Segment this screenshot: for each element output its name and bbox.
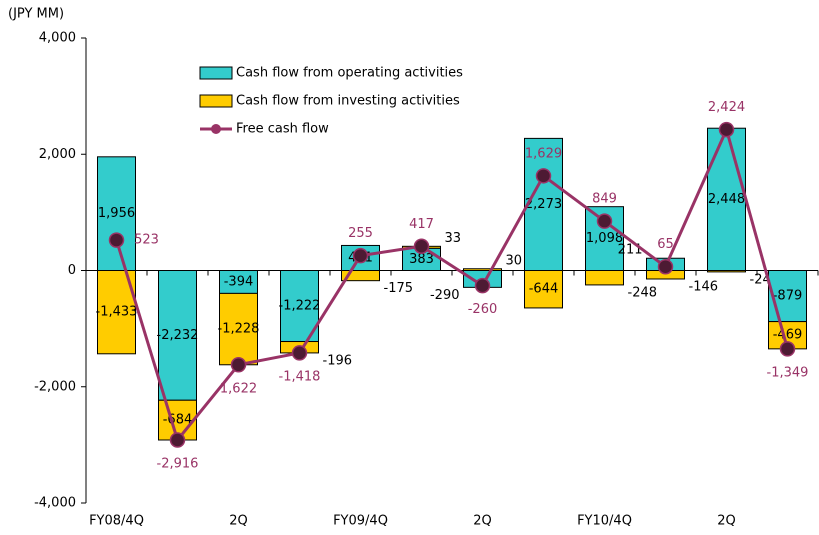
line-marker <box>352 247 369 264</box>
line-value-label: -1,349 <box>767 365 809 380</box>
line-value-label: -260 <box>468 302 498 317</box>
legend-marker <box>211 124 221 134</box>
line-marker <box>718 121 735 138</box>
y-tick-label: -2,000 <box>34 379 76 394</box>
bar-value-label: -24 <box>750 272 771 287</box>
bar-value-label: 383 <box>409 252 434 267</box>
bar-value-label: 2,273 <box>525 197 562 212</box>
line-value-label: 849 <box>592 192 617 207</box>
y-tick-label: 0 <box>68 263 76 278</box>
bar <box>585 270 624 286</box>
y-tick-label: 2,000 <box>39 147 76 162</box>
line-value-label: 1,622 <box>220 381 257 396</box>
line-value-label: 1,629 <box>525 146 562 161</box>
legend-label: Cash flow from investing activities <box>236 94 460 109</box>
legend-swatch <box>199 66 233 80</box>
legend-label: Cash flow from operating activities <box>236 66 463 81</box>
x-tick-label: FY09/4Q <box>333 514 388 529</box>
bar-value-label: 1,956 <box>98 206 135 221</box>
bar <box>768 270 807 323</box>
bar-value-label: -290 <box>430 288 460 303</box>
bar-value-label: -248 <box>628 285 658 300</box>
bar <box>280 270 319 343</box>
bar <box>524 137 563 271</box>
x-tick-label: 2Q <box>229 514 248 529</box>
bar <box>524 270 563 309</box>
line-marker <box>230 357 247 373</box>
bar <box>158 270 197 401</box>
bar-value-label: -2,232 <box>157 328 199 343</box>
bar <box>463 268 502 272</box>
line-marker <box>535 168 552 184</box>
line-value-label: 523 <box>134 233 159 248</box>
line-marker <box>657 258 674 275</box>
legend-swatch <box>199 94 233 108</box>
x-tick-label: 2Q <box>717 514 736 529</box>
line-value-label: -1,418 <box>279 369 321 384</box>
line-value-label: 255 <box>348 226 373 241</box>
line-value-label: 2,424 <box>708 100 745 115</box>
bar <box>219 292 258 366</box>
bar-value-label: 30 <box>506 253 523 268</box>
x-tick-label: FY10/4Q <box>577 514 632 529</box>
y-axis-label: (JPY MM) <box>8 7 64 22</box>
x-tick-label: FY08/4Q <box>89 514 144 529</box>
bar-value-label: 2,448 <box>708 192 745 207</box>
bar-value-label: -1,222 <box>279 299 321 314</box>
bar-value-label: -394 <box>224 274 254 289</box>
bar-value-label: -196 <box>323 353 353 368</box>
bar-value-label: -644 <box>529 282 559 297</box>
bar-value-label: -469 <box>773 328 803 343</box>
bar-value-label: -1,228 <box>218 322 260 337</box>
bar-value-label: -879 <box>773 289 803 304</box>
bar <box>585 206 624 272</box>
legend-label: Free cash flow <box>236 122 329 137</box>
bar-value-label: 1,098 <box>586 231 623 246</box>
bar-value-label: -1,433 <box>96 305 138 320</box>
bar-value-label: -175 <box>384 281 414 296</box>
bar <box>341 270 380 282</box>
y-tick-label: -4,000 <box>34 496 76 511</box>
bar <box>97 156 136 271</box>
line-marker <box>169 432 186 448</box>
bar-value-label: 33 <box>445 231 462 246</box>
bar-value-label: -146 <box>689 279 719 294</box>
line-marker <box>474 277 491 294</box>
y-tick-label: 4,000 <box>39 31 76 46</box>
line-value-label: 417 <box>409 217 434 232</box>
line-marker <box>779 341 796 357</box>
line-value-label: 65 <box>657 237 674 252</box>
line-value-label: -2,916 <box>157 456 199 471</box>
line-marker <box>596 213 613 229</box>
line-marker <box>108 232 125 248</box>
line-marker <box>291 345 308 361</box>
bar <box>707 270 746 273</box>
x-tick-label: 2Q <box>473 514 492 529</box>
line <box>115 125 789 444</box>
line-marker <box>413 238 430 255</box>
